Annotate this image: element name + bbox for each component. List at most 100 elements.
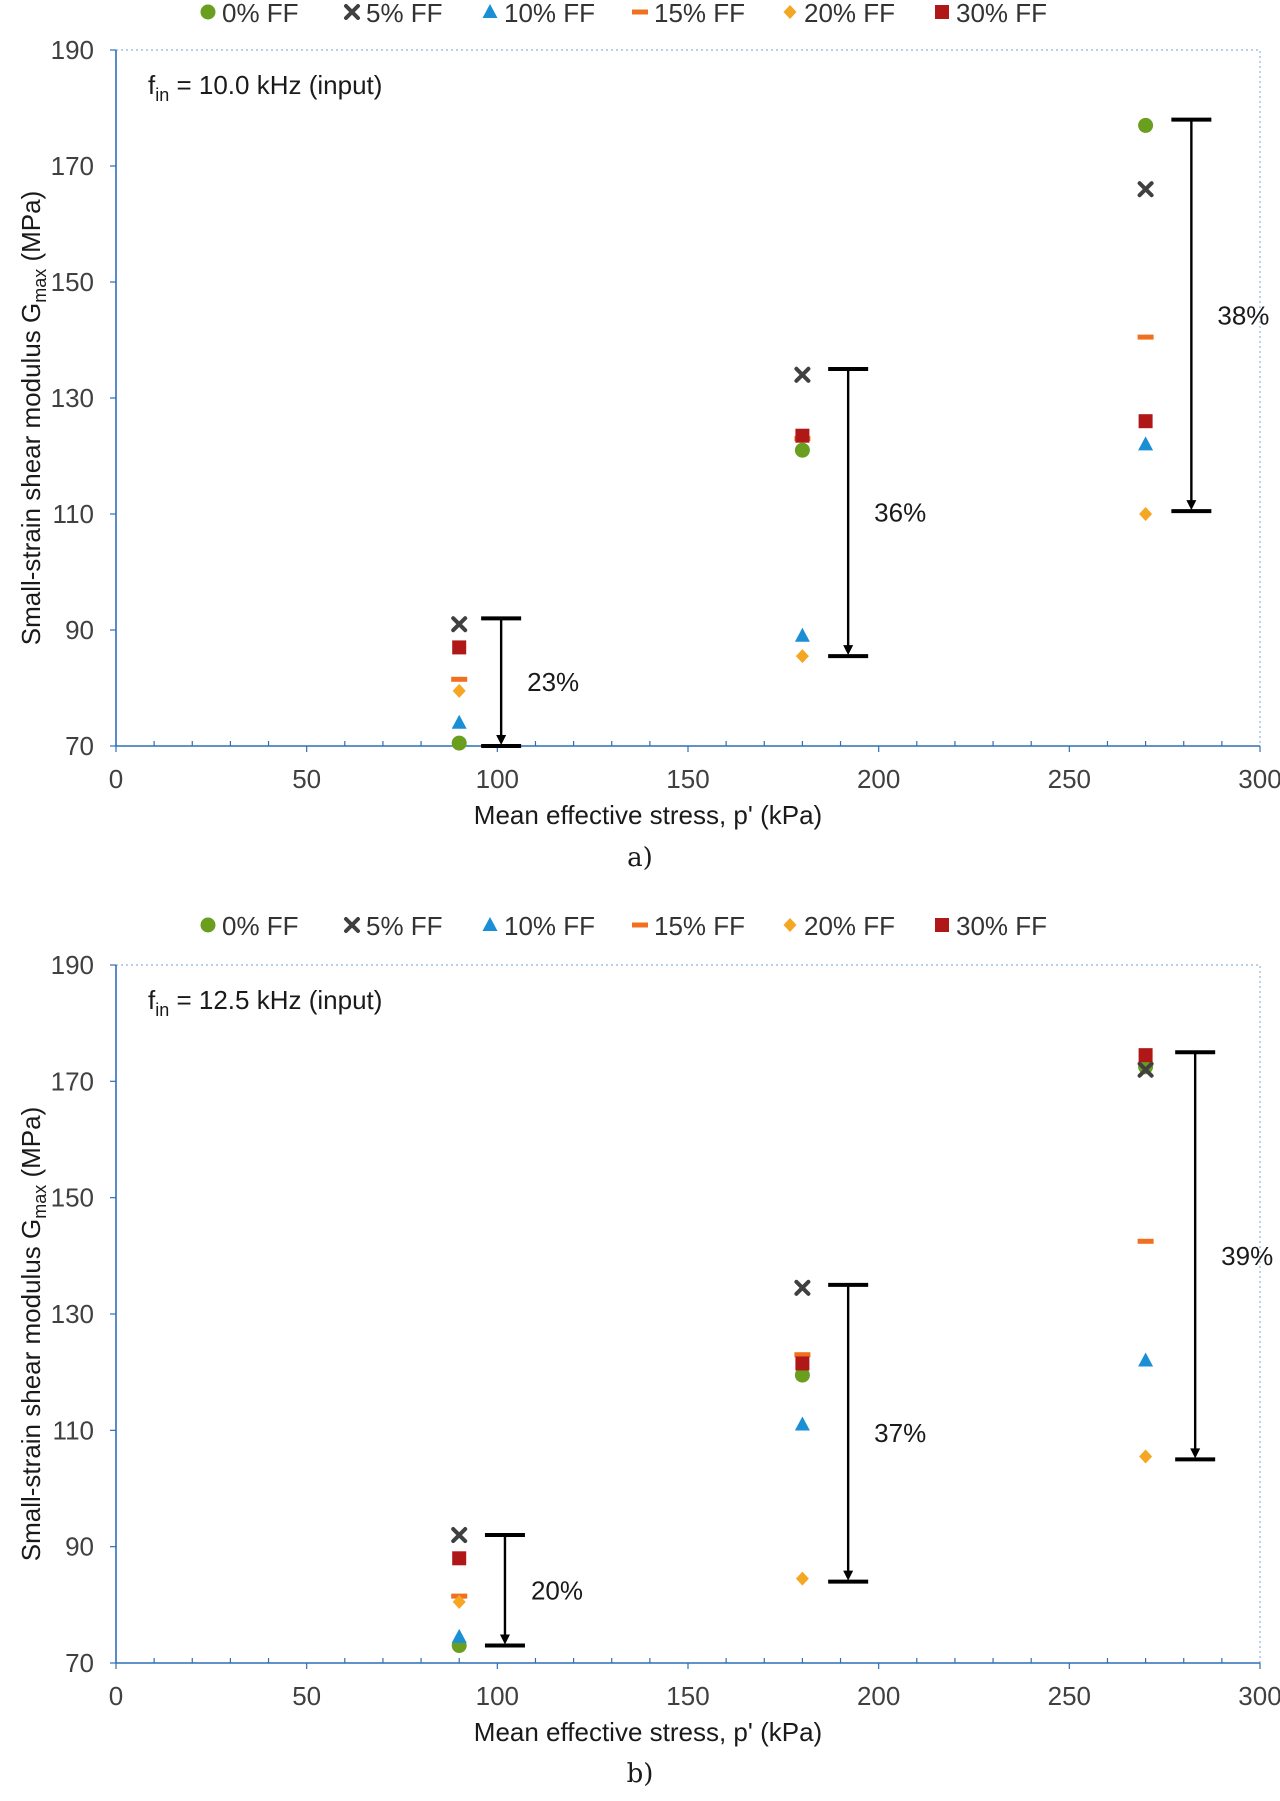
y-axis-title-unit: (MPa) bbox=[16, 1107, 46, 1185]
x-tick-label: 50 bbox=[292, 1681, 321, 1711]
legend-label: 20% FF bbox=[804, 911, 895, 941]
x-axis-title: Mean effective stress, p' (kPa) bbox=[474, 1717, 822, 1747]
legend-label: 30% FF bbox=[956, 0, 1047, 28]
y-axis-title-subscript: max bbox=[30, 269, 50, 303]
range-arrow-head bbox=[496, 735, 507, 745]
data-point bbox=[452, 683, 466, 698]
y-tick-label: 150 bbox=[51, 1183, 94, 1213]
legend-marker bbox=[344, 917, 360, 933]
y-axis-title-subscript: max bbox=[30, 1185, 50, 1219]
data-point bbox=[1139, 1449, 1153, 1464]
legend-label: 5% FF bbox=[366, 911, 443, 941]
data-point bbox=[795, 1571, 809, 1586]
data-point bbox=[794, 1279, 811, 1296]
legend-label: 0% FF bbox=[222, 0, 299, 28]
legend-label: 10% FF bbox=[504, 0, 595, 28]
range-indicator: 38% bbox=[1171, 117, 1269, 514]
range-percent-label: 23% bbox=[527, 667, 579, 697]
panel-caption: b) bbox=[627, 1759, 654, 1789]
range-percent-label: 39% bbox=[1221, 1241, 1273, 1271]
x-tick-label: 200 bbox=[857, 1681, 900, 1711]
data-point bbox=[452, 640, 467, 655]
legend-label: 20% FF bbox=[804, 0, 895, 28]
x-tick-label: 150 bbox=[666, 1681, 709, 1711]
range-indicator: 37% bbox=[828, 1282, 926, 1584]
legend-label: 15% FF bbox=[654, 0, 745, 28]
data-point bbox=[451, 714, 467, 729]
x-tick-label: 250 bbox=[1048, 1681, 1091, 1711]
y-tick-label: 110 bbox=[53, 1415, 94, 1445]
data-point bbox=[1138, 1048, 1153, 1063]
data-point bbox=[1137, 181, 1154, 198]
frequency-annotation-subscript: in bbox=[155, 1000, 169, 1020]
data-point bbox=[794, 366, 811, 383]
y-tick-label: 90 bbox=[65, 1532, 94, 1562]
y-axis-title-main: Small-strain shear modulus G bbox=[16, 1219, 46, 1561]
range-percent-label: 36% bbox=[874, 498, 926, 528]
legend-marker bbox=[935, 918, 949, 932]
data-point bbox=[451, 676, 468, 682]
frequency-annotation-value: = 12.5 kHz (input) bbox=[169, 985, 382, 1015]
data-point bbox=[1137, 334, 1154, 340]
range-arrow-head bbox=[499, 1634, 510, 1645]
data-point bbox=[795, 428, 810, 443]
legend-marker bbox=[632, 9, 648, 15]
y-tick-label: 90 bbox=[65, 615, 94, 645]
data-point bbox=[451, 1628, 467, 1643]
data-point bbox=[452, 1551, 467, 1566]
data-point bbox=[1138, 1059, 1154, 1075]
range-percent-label: 20% bbox=[531, 1575, 583, 1605]
range-percent-label: 37% bbox=[874, 1418, 926, 1448]
plot-border bbox=[116, 964, 1261, 1663]
y-axis-title-unit: (MPa) bbox=[16, 191, 46, 269]
y-tick-label: 130 bbox=[51, 1299, 94, 1329]
y-tick-label: 170 bbox=[51, 1066, 94, 1096]
legend-marker bbox=[482, 4, 498, 18]
x-tick-label: 50 bbox=[292, 764, 321, 794]
frequency-annotation-f: f bbox=[148, 985, 156, 1015]
legend-marker bbox=[200, 917, 216, 933]
data-point bbox=[1138, 117, 1154, 133]
data-point bbox=[794, 1416, 810, 1431]
y-tick-label: 190 bbox=[51, 950, 94, 980]
data-point bbox=[794, 1352, 811, 1358]
x-tick-label: 0 bbox=[109, 1681, 123, 1711]
range-arrow-head bbox=[843, 645, 854, 656]
legend-label: 30% FF bbox=[956, 911, 1047, 941]
data-point bbox=[795, 1356, 810, 1371]
y-tick-label: 170 bbox=[51, 151, 94, 181]
frequency-annotation-value: = 10.0 kHz (input) bbox=[169, 70, 382, 100]
range-indicator: 20% bbox=[484, 1533, 583, 1648]
legend-marker bbox=[344, 4, 360, 20]
legend-label: 5% FF bbox=[366, 0, 443, 28]
legend-label: 0% FF bbox=[222, 911, 299, 941]
legend-marker bbox=[783, 918, 797, 932]
data-point bbox=[794, 442, 810, 458]
range-indicator: 23% bbox=[481, 616, 579, 748]
x-tick-label: 250 bbox=[1048, 764, 1091, 794]
y-axis-title: Small-strain shear modulus Gmax (MPa) bbox=[16, 191, 50, 645]
frequency-annotation: fin = 12.5 kHz (input) bbox=[148, 985, 382, 1020]
x-tick-label: 100 bbox=[476, 764, 519, 794]
legend-label: 15% FF bbox=[654, 911, 745, 941]
y-tick-label: 70 bbox=[65, 731, 94, 761]
data-point bbox=[1139, 507, 1153, 521]
y-tick-label: 110 bbox=[53, 499, 94, 529]
data-point bbox=[795, 649, 809, 664]
chart-panel-a: 0 50 100 150 200 250 300 70 90 110 130 150 170 190 Mea… bbox=[16, 0, 1280, 830]
frequency-annotation-f: f bbox=[148, 70, 156, 100]
data-point bbox=[451, 1527, 468, 1544]
x-tick-label: 100 bbox=[476, 1681, 519, 1711]
data-point bbox=[1138, 1352, 1154, 1367]
data-point bbox=[452, 1594, 466, 1609]
plot-border bbox=[116, 49, 1261, 746]
data-point bbox=[1137, 1238, 1154, 1244]
range-indicator: 39% bbox=[1175, 1050, 1273, 1462]
data-point bbox=[794, 627, 810, 642]
data-point bbox=[1137, 1061, 1154, 1078]
data-point bbox=[794, 1367, 810, 1383]
x-tick-label: 150 bbox=[666, 764, 709, 794]
y-axis-title-main: Small-strain shear modulus G bbox=[16, 303, 46, 645]
